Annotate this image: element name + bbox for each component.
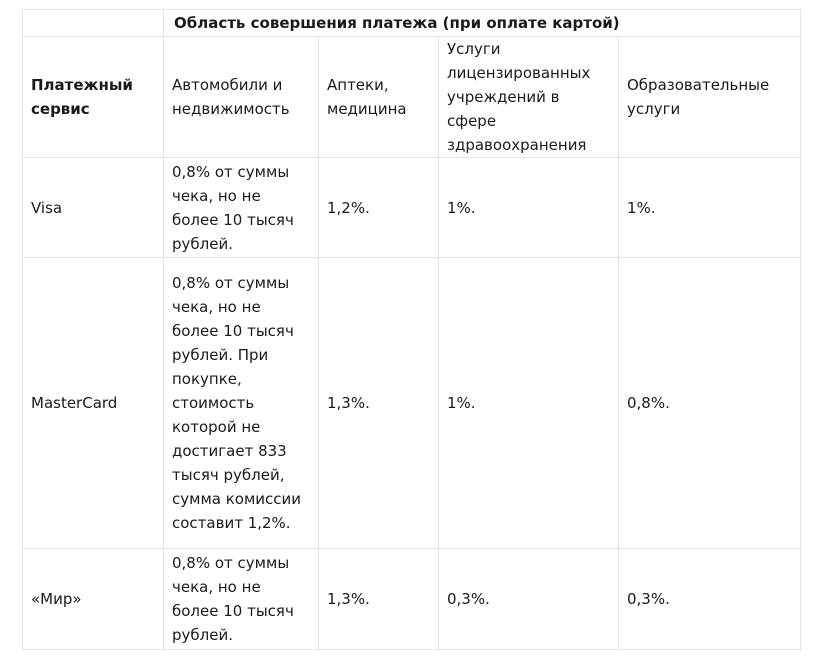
fee-cell-cars-realty: 0,8% от суммы чека, но не более 10 тысяч…	[163, 548, 319, 650]
service-name-cell: «Мир»	[22, 548, 164, 650]
empty-corner-cell	[22, 9, 164, 37]
payment-fees-table: Область совершения платежа (при оплате к…	[22, 9, 802, 650]
table-title: Область совершения платежа (при оплате к…	[162, 9, 802, 37]
fee-cell-education: 1%.	[617, 157, 802, 258]
fee-cell-cars-realty: 0,8% от суммы чека, но не более 10 тысяч…	[163, 257, 319, 549]
service-name-cell: Visa	[22, 157, 164, 258]
table-title-row: Область совершения платежа (при оплате к…	[22, 9, 802, 37]
fee-cell-pharmacy: 1,3%.	[318, 548, 439, 650]
table-row-mastercard: MasterCard 0,8% от суммы чека, но не бол…	[22, 257, 802, 549]
table-header-row: Платежный сервис Автомобили и недвижимос…	[22, 36, 802, 158]
fee-cell-healthcare: 1%.	[438, 257, 619, 549]
header-payment-service: Платежный сервис	[22, 36, 164, 158]
table-row-mir: «Мир» 0,8% от суммы чека, но не более 10…	[22, 548, 802, 650]
fee-cell-cars-realty: 0,8% от суммы чека, но не более 10 тысяч…	[163, 157, 319, 258]
fee-cell-education: 0,3%.	[617, 548, 802, 650]
fee-cell-pharmacy: 1,2%.	[318, 157, 439, 258]
service-name-cell: MasterCard	[22, 257, 164, 549]
header-pharmacy-medicine: Аптеки, медицина	[318, 36, 439, 158]
header-education: Образовательные услуги	[617, 36, 802, 158]
fee-cell-healthcare: 0,3%.	[438, 548, 619, 650]
fee-cell-pharmacy: 1,3%.	[318, 257, 439, 549]
fee-cell-education: 0,8%.	[617, 257, 802, 549]
fee-cell-healthcare: 1%.	[438, 157, 619, 258]
header-cars-realty: Автомобили и недвижимость	[163, 36, 319, 158]
table-row-visa: Visa 0,8% от суммы чека, но не более 10 …	[22, 157, 802, 258]
header-licensed-healthcare: Услуги лицензированных учреждений в сфер…	[438, 36, 619, 158]
